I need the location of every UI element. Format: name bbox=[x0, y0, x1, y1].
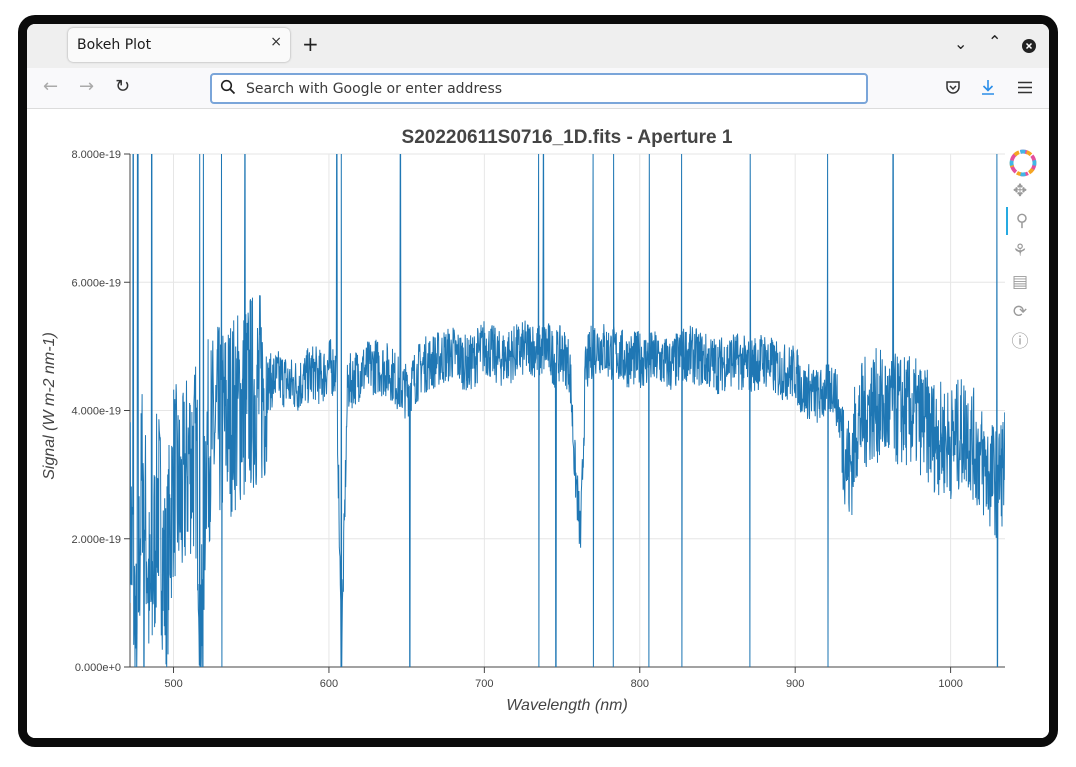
x-tick-label: 800 bbox=[631, 678, 649, 690]
y-tick-label: 4.000e-19 bbox=[71, 406, 121, 418]
pan-tool-icon[interactable]: ✥ bbox=[1012, 181, 1028, 201]
box-zoom-tool-icon[interactable]: ⚲ bbox=[1006, 207, 1036, 235]
y-tick-label: 0.000e+0 bbox=[75, 662, 121, 674]
wheel-zoom-tool-icon[interactable]: ⚘ bbox=[1012, 241, 1028, 261]
y-tick-label: 2.000e-19 bbox=[71, 534, 121, 546]
reload-icon[interactable]: ↻ bbox=[115, 76, 131, 97]
save-tool-icon[interactable]: ▤ bbox=[1011, 272, 1029, 292]
page-content: S20220611S0716_1D.fits - Aperture 1 500 6… bbox=[27, 109, 1049, 738]
chevron-down-icon[interactable]: ⌄ bbox=[954, 34, 968, 53]
close-window-icon[interactable] bbox=[1022, 39, 1036, 53]
spectrum-line bbox=[130, 154, 1005, 667]
menu-icon[interactable] bbox=[1017, 81, 1033, 94]
y-tick-label: 6.000e-19 bbox=[71, 277, 121, 289]
forward-arrow-icon[interactable]: → bbox=[79, 76, 95, 97]
x-tick-label: 1000 bbox=[938, 678, 962, 690]
x-axis-ticks: 500 600 700 800 900 1000 bbox=[164, 667, 963, 690]
spectrum-line-group bbox=[130, 154, 1005, 667]
y-axis-label: Signal (W m-2 nm-1) bbox=[41, 332, 58, 480]
tab-bokeh-plot[interactable]: Bokeh Plot × bbox=[68, 28, 290, 62]
y-axis-ticks: 0.000e+0 2.000e-19 4.000e-19 6.000e-19 8.000… bbox=[71, 149, 130, 674]
download-icon[interactable] bbox=[980, 79, 996, 96]
x-tick-label: 700 bbox=[475, 678, 493, 690]
y-tick-label: 8.000e-19 bbox=[71, 149, 121, 161]
back-arrow-icon[interactable]: ← bbox=[43, 76, 59, 97]
search-icon bbox=[220, 79, 236, 95]
tab-title: Bokeh Plot bbox=[77, 37, 152, 53]
x-tick-label: 900 bbox=[786, 678, 804, 690]
tab-bar: Bokeh Plot × + ⌄ ⌃ bbox=[27, 24, 1049, 68]
x-tick-label: 500 bbox=[164, 678, 182, 690]
new-tab-button[interactable]: + bbox=[302, 32, 319, 56]
chevron-up-icon[interactable]: ⌃ bbox=[988, 32, 1002, 51]
nav-bar: ← → ↻ bbox=[27, 68, 1049, 109]
address-bar[interactable] bbox=[210, 73, 868, 104]
help-tool-icon[interactable]: ⓘ bbox=[1011, 332, 1029, 352]
pocket-icon[interactable] bbox=[945, 80, 961, 95]
x-axis-label: Wavelength (nm) bbox=[506, 697, 628, 714]
spectrum-plot[interactable]: S20220611S0716_1D.fits - Aperture 1 500 6… bbox=[27, 109, 1049, 738]
bokeh-logo-icon[interactable] bbox=[1009, 149, 1037, 177]
x-tick-label: 600 bbox=[320, 678, 338, 690]
plot-title: S20220611S0716_1D.fits - Aperture 1 bbox=[402, 127, 733, 148]
reset-tool-icon[interactable]: ⟳ bbox=[1012, 302, 1028, 322]
close-tab-icon[interactable]: × bbox=[270, 34, 282, 50]
address-input[interactable] bbox=[244, 78, 848, 100]
browser-window: Bokeh Plot × + ⌄ ⌃ ← → ↻ bbox=[27, 24, 1049, 738]
